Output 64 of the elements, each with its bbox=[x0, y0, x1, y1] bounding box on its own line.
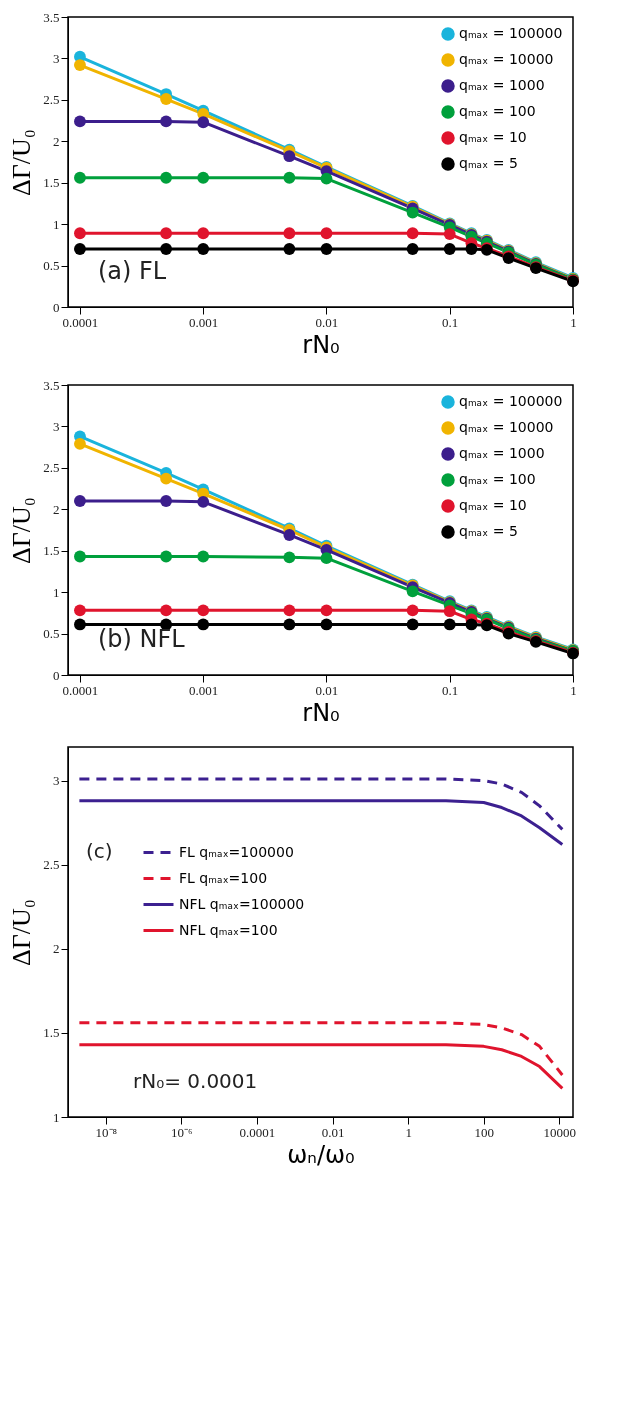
legend-label: NFL qₘₐₓ=100 bbox=[179, 921, 278, 938]
x-axis-title: rN₀ bbox=[302, 330, 340, 359]
legend-label: qₘₐₓ = 100 bbox=[459, 471, 536, 487]
y-tick-label: 2 bbox=[53, 501, 60, 517]
legend-label: qₘₐₓ = 10000 bbox=[459, 51, 554, 67]
y-tick-label: 1 bbox=[53, 1109, 60, 1125]
x-tick-label: 1 bbox=[570, 314, 577, 330]
y-tick-label: 1 bbox=[53, 216, 60, 232]
x-tick-label: 1 bbox=[405, 1124, 412, 1140]
annotation: (c) bbox=[86, 839, 113, 863]
legend-label: qₘₐₓ = 5 bbox=[459, 155, 518, 171]
y-tick-label: 1 bbox=[53, 584, 60, 600]
y-tick-label: 2 bbox=[53, 133, 60, 149]
legend-label: qₘₐₓ = 10 bbox=[459, 129, 527, 145]
annotation: (a) FL bbox=[98, 257, 167, 285]
x-axis-title: rN₀ bbox=[302, 698, 340, 727]
x-tick-label: 0.1 bbox=[442, 314, 459, 330]
y-tick-label: 0.5 bbox=[43, 258, 60, 274]
x-tick-label: 1 bbox=[570, 682, 577, 698]
x-tick-label: 0.001 bbox=[189, 314, 219, 330]
legend-label: qₘₐₓ = 10 bbox=[459, 497, 527, 513]
y-tick-label: 3 bbox=[53, 773, 60, 789]
y-tick-label: 1.5 bbox=[43, 1025, 60, 1041]
annotation: (b) NFL bbox=[98, 625, 186, 653]
x-tick-label: 0.001 bbox=[189, 682, 219, 698]
x-tick-label: 10⁻⁸ bbox=[95, 1124, 118, 1140]
legend-label: FL qₘₐₓ=100 bbox=[179, 869, 268, 886]
legend-label: qₘₐₓ = 1000 bbox=[459, 445, 545, 461]
y-tick-label: 3.5 bbox=[43, 377, 60, 393]
legend-label: qₘₐₓ = 100 bbox=[459, 103, 536, 119]
y-tick-label: 0 bbox=[53, 667, 60, 683]
legend-label: qₘₐₓ = 100000 bbox=[459, 393, 563, 409]
y-tick-label: 3 bbox=[53, 418, 60, 434]
legend-label: qₘₐₓ = 5 bbox=[459, 523, 518, 539]
legend-label: qₘₐₓ = 1000 bbox=[459, 77, 545, 93]
legend-label: qₘₐₓ = 10000 bbox=[459, 419, 554, 435]
x-tick-label: 0.01 bbox=[315, 314, 339, 330]
x-tick-label: 0.1 bbox=[442, 682, 459, 698]
y-tick-label: 3.5 bbox=[43, 9, 60, 25]
x-tick-label: 0.0001 bbox=[62, 314, 99, 330]
x-tick-label: 100 bbox=[474, 1124, 494, 1140]
x-tick-label: 10000 bbox=[543, 1124, 577, 1140]
legend-label: FL qₘₐₓ=100000 bbox=[179, 843, 294, 860]
y-tick-label: 2 bbox=[53, 941, 60, 957]
x-tick-label: 10⁻⁶ bbox=[171, 1124, 193, 1140]
legend-label: NFL qₘₐₓ=100000 bbox=[179, 895, 305, 912]
x-tick-label: 0.0001 bbox=[62, 682, 99, 698]
y-tick-label: 2.5 bbox=[43, 857, 60, 873]
y-axis-title: ΔΓ/U₀ bbox=[7, 899, 37, 966]
y-tick-label: 2.5 bbox=[43, 92, 60, 108]
y-axis-title: ΔΓ/U₀ bbox=[7, 497, 37, 564]
annotation: rN₀= 0.0001 bbox=[133, 1069, 258, 1093]
y-tick-label: 2.5 bbox=[43, 460, 60, 476]
x-tick-label: 0.01 bbox=[315, 682, 339, 698]
y-tick-label: 1.5 bbox=[43, 175, 60, 191]
y-tick-label: 1.5 bbox=[43, 543, 60, 559]
x-tick-label: 0.01 bbox=[321, 1124, 345, 1140]
x-axis-title: ωₙ/ω₀ bbox=[287, 1140, 355, 1169]
legend-label: qₘₐₓ = 100000 bbox=[459, 25, 563, 41]
x-tick-label: 0.0001 bbox=[239, 1124, 276, 1140]
y-tick-label: 3 bbox=[53, 50, 60, 66]
y-tick-label: 0.5 bbox=[43, 626, 60, 642]
y-axis-title: ΔΓ/U₀ bbox=[7, 129, 37, 196]
y-tick-label: 0 bbox=[53, 299, 60, 315]
